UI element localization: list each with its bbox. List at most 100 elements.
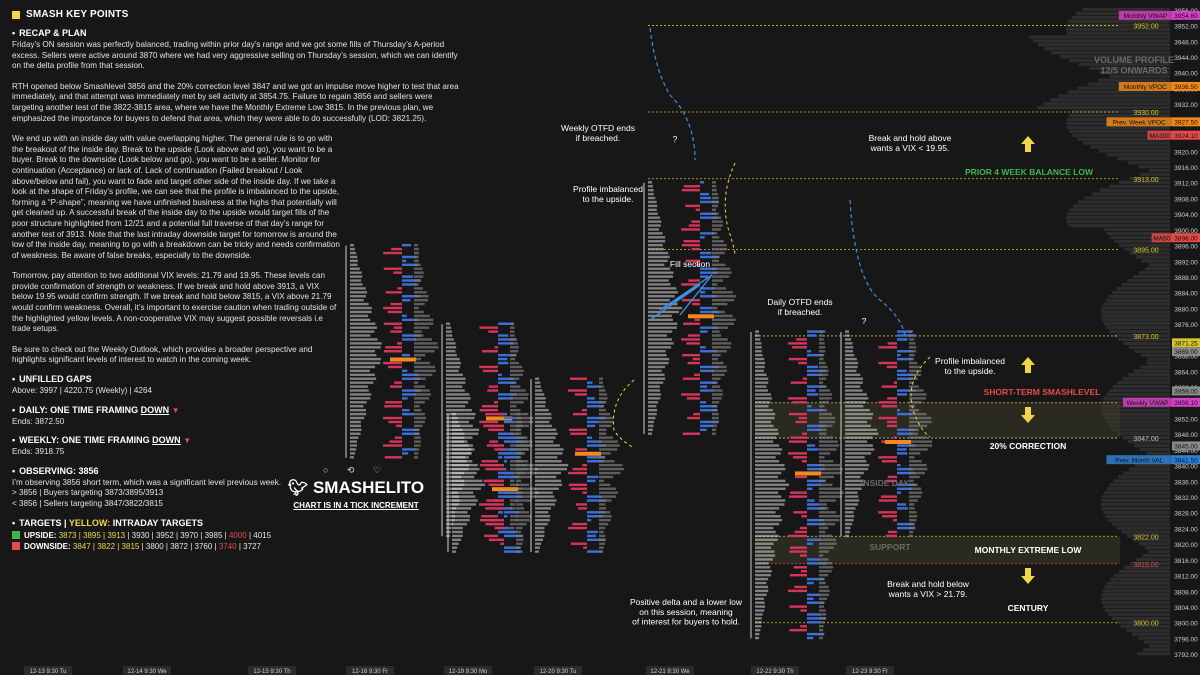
- volume-bar: [414, 393, 432, 396]
- delta-bar: [489, 440, 498, 443]
- delta-bar: [682, 377, 700, 380]
- volume-bar: [516, 491, 539, 494]
- tpo-row: [755, 463, 785, 467]
- brand-name: 🐦︎ SMASHELITO: [286, 478, 426, 498]
- tpo-row: [452, 487, 481, 490]
- volume-bar: [599, 511, 611, 514]
- recap-paragraph-3: We end up with an inside day with value …: [12, 134, 340, 260]
- tpo-row: [755, 628, 761, 632]
- delta-bar: [887, 475, 897, 479]
- volume-bar: [510, 381, 515, 384]
- level-label: 3895.00: [1133, 248, 1158, 255]
- volume-bar: [909, 416, 932, 420]
- level-name-label: CENTURY: [1008, 603, 1049, 613]
- delta-bar: [897, 467, 913, 471]
- tpo-row: [845, 342, 853, 345]
- tpo-row: [350, 326, 378, 329]
- delta-bar: [800, 609, 807, 612]
- zone-band: [755, 402, 1120, 439]
- tpo-row: [845, 377, 863, 380]
- volume-bar: [414, 373, 433, 377]
- arrow-head: [1021, 136, 1035, 144]
- price-tag-name-box: [1147, 130, 1172, 140]
- profile-12-15: [345, 243, 439, 459]
- time-label-bg: [444, 666, 492, 675]
- delta-bar: [391, 247, 402, 251]
- volume-profile-bar: [1128, 345, 1170, 350]
- tpo-row: [350, 322, 376, 325]
- volume-profile-bar: [1148, 168, 1170, 173]
- volume-bar: [819, 636, 824, 640]
- tpo-row: [452, 448, 472, 451]
- volume-bar: [712, 365, 727, 369]
- chart-increment-note: CHART IS IN 4 TICK INCREMENT: [293, 501, 419, 510]
- delta-bar: [886, 479, 897, 483]
- delta-bar: [383, 267, 402, 270]
- tpo-row: [452, 436, 465, 439]
- delta-bar: [488, 538, 504, 542]
- volume-profile-bar: [1107, 612, 1170, 617]
- tpo-row: [350, 267, 360, 270]
- volume-bar: [414, 440, 422, 443]
- tpo-row: [648, 224, 661, 227]
- delta-bar: [807, 577, 825, 581]
- tpo-row: [350, 263, 358, 267]
- tpo-row: [845, 420, 868, 424]
- tpo-row: [350, 412, 367, 416]
- volume-bar: [414, 452, 419, 455]
- tpo-row: [350, 275, 363, 278]
- level-label: 3822.00: [1133, 534, 1158, 541]
- volume-bar: [909, 420, 932, 424]
- tpo-row: [845, 530, 850, 534]
- downside-targets: DOWNSIDE: 3847 | 3822 | 3815 | 3800 | 38…: [12, 541, 464, 552]
- tpo-row: [845, 373, 861, 377]
- delta-bar: [402, 353, 410, 357]
- volume-profile-bar: [1140, 172, 1170, 177]
- tpo-row: [755, 377, 769, 380]
- volume-bar: [819, 479, 825, 483]
- down-arrow-icon: [1021, 407, 1035, 423]
- tpo-row: [535, 467, 568, 471]
- tpo-row: [648, 216, 661, 219]
- delta-bar: [402, 275, 414, 278]
- annotation: Daily OTFD ends if breached.: [767, 297, 832, 317]
- volume-bar: [510, 416, 534, 420]
- volume-profile-bar: [1107, 153, 1170, 157]
- price-tag-value: 3845.00: [1174, 444, 1198, 451]
- projection-curve: [849, 199, 906, 341]
- volume-bar: [909, 353, 915, 357]
- price-tick-label: 3952.00: [1174, 24, 1198, 31]
- delta-bar: [897, 408, 901, 412]
- price-tick-label: 3932.00: [1174, 102, 1198, 109]
- volume-bar: [712, 247, 728, 251]
- volume-bar: [909, 479, 914, 483]
- price-tag-box: [1172, 233, 1200, 243]
- volume-bar: [599, 397, 608, 400]
- tpo-row: [648, 405, 657, 408]
- time-label-bg: [534, 666, 582, 675]
- tpo-row: [648, 251, 669, 255]
- tpo-row: [755, 401, 771, 404]
- delta-bar: [498, 507, 513, 510]
- volume-bar: [819, 554, 824, 557]
- delta-bar: [402, 279, 421, 282]
- volume-profile-bar: [1147, 357, 1170, 361]
- tpo-row: [535, 397, 546, 400]
- tpo-row: [446, 365, 461, 369]
- volume-bar: [516, 522, 527, 526]
- volume-bar: [819, 346, 826, 349]
- tpo-row: [755, 550, 775, 553]
- price-tick-label: 3848.00: [1174, 432, 1198, 439]
- tpo-row: [755, 581, 767, 585]
- volume-profile-bar: [1102, 589, 1170, 593]
- volume-bar: [819, 440, 838, 443]
- tpo-row: [755, 593, 767, 597]
- tpo-row: [648, 334, 667, 337]
- tpo-row: [845, 385, 861, 388]
- targets-heading-c: INTRADAY TARGETS: [110, 517, 204, 528]
- volume-bar: [819, 550, 829, 553]
- price-tick-label: 3808.00: [1174, 589, 1198, 596]
- tpo-row: [350, 424, 362, 428]
- delta-bar: [807, 353, 824, 357]
- volume-bar: [712, 401, 720, 404]
